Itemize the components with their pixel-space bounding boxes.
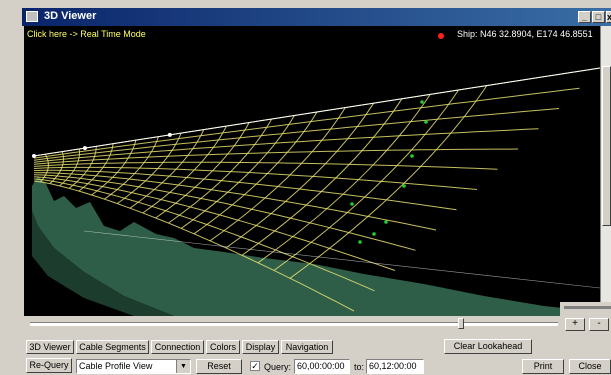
close-button[interactable]: Close	[569, 359, 611, 374]
3d-viewport[interactable]: Click here -> Real Time Mode Ship: N46 3…	[24, 26, 600, 316]
position-marker	[424, 120, 428, 124]
grid-line-transverse	[193, 111, 318, 235]
tab-display[interactable]: Display	[242, 340, 279, 354]
grid-line-transverse	[180, 115, 295, 229]
position-marker	[372, 232, 376, 236]
timeline-thumb[interactable]	[458, 318, 464, 329]
realtime-mode-link[interactable]: Click here -> Real Time Mode	[27, 29, 146, 39]
tab-cable-segments[interactable]: Cable Segments	[76, 340, 149, 354]
ship-indicator-icon	[438, 33, 444, 39]
cable-line	[33, 67, 600, 157]
grid-line-transverse	[59, 148, 81, 187]
clear-lookahead-button[interactable]: Clear Lookahead	[444, 339, 532, 354]
grid-line-transverse	[209, 107, 346, 242]
tab-navigation[interactable]: Navigation	[281, 340, 333, 354]
query-from-field[interactable]: 60,00:00:00	[294, 359, 350, 374]
grid-line-transverse	[40, 153, 49, 183]
grid-line-transverse	[142, 125, 227, 214]
grid-line-longitudinal	[33, 87, 580, 159]
grid-line-transverse	[155, 122, 250, 219]
tab-connection[interactable]: Connection	[151, 340, 204, 354]
cable-node	[32, 154, 36, 158]
grid-line-transverse	[91, 140, 137, 196]
grid-line-longitudinal	[33, 174, 416, 251]
grid-line-longitudinal	[33, 128, 539, 163]
grid-line-transverse	[49, 151, 65, 184]
zoom-panel: + -	[560, 302, 611, 332]
seabed-surface	[32, 176, 600, 316]
grid-line-longitudinal	[33, 166, 478, 190]
close-window-button[interactable]: x	[606, 11, 611, 23]
reset-button[interactable]: Reset	[196, 359, 242, 374]
position-marker	[410, 154, 414, 158]
vertical-scroll-thumb[interactable]	[602, 66, 611, 226]
grid-line-longitudinal	[33, 178, 375, 292]
app-icon	[26, 11, 38, 22]
grid-line-transverse	[257, 94, 431, 264]
cable-node	[167, 132, 172, 137]
query-to-field[interactable]: 60,12:00:00	[366, 359, 424, 374]
seabed-cable-line	[83, 230, 600, 289]
vertical-scrollbar[interactable]	[600, 26, 611, 302]
position-marker	[350, 202, 354, 206]
view-select-value: Cable Profile View	[79, 361, 153, 371]
grid-line-transverse	[241, 98, 403, 256]
maximize-button[interactable]: □	[592, 11, 605, 23]
timeline-slider[interactable]	[30, 318, 558, 330]
query-label: Query:	[264, 362, 292, 372]
print-button[interactable]: Print	[522, 359, 564, 374]
grid-line-transverse	[104, 136, 159, 200]
chevron-down-icon[interactable]: ▼	[176, 360, 190, 373]
ship-position-readout: Ship: N46 32.8904, E174 46.8551	[457, 29, 593, 39]
window-title: 3D Viewer	[44, 10, 97, 22]
timeline-track	[30, 322, 558, 326]
grid-line-transverse	[129, 129, 205, 209]
cable-node	[82, 146, 87, 151]
grid-line-transverse	[225, 102, 375, 249]
position-marker	[358, 240, 362, 244]
position-marker	[384, 220, 388, 224]
view-select[interactable]: Cable Profile View ▼	[76, 359, 191, 374]
grid-line-transverse	[289, 85, 488, 279]
grid-line-transverse	[116, 132, 182, 205]
grid-line-longitudinal	[33, 148, 519, 165]
grid-line-longitudinal	[33, 161, 498, 170]
position-marker	[402, 184, 406, 188]
grid-line-transverse	[168, 118, 273, 224]
seabed-shadow	[32, 211, 174, 316]
position-marker	[420, 100, 424, 104]
tab-3d-viewer[interactable]: 3D Viewer	[26, 340, 74, 354]
tab-colors[interactable]: Colors	[206, 340, 240, 354]
zoom-in-button[interactable]: +	[565, 318, 585, 331]
to-label: to:	[354, 362, 365, 372]
query-checkbox[interactable]: ✓	[250, 361, 260, 371]
requery-button[interactable]: Re-Query	[26, 358, 72, 373]
grid-line-transverse	[273, 89, 459, 271]
zoom-out-button[interactable]: -	[589, 318, 609, 331]
grid-line-transverse	[68, 146, 97, 189]
grid-line-longitudinal	[33, 172, 437, 231]
grid-line-transverse	[78, 143, 114, 192]
cable-profile-scene[interactable]	[24, 26, 600, 316]
zoom-slider[interactable]	[564, 306, 611, 309]
grid-line-longitudinal	[33, 176, 396, 271]
window-title-bar[interactable]: 3D Viewer _ □ x	[22, 8, 611, 26]
grid-line-longitudinal	[33, 108, 560, 161]
minimize-button[interactable]: _	[578, 11, 591, 23]
